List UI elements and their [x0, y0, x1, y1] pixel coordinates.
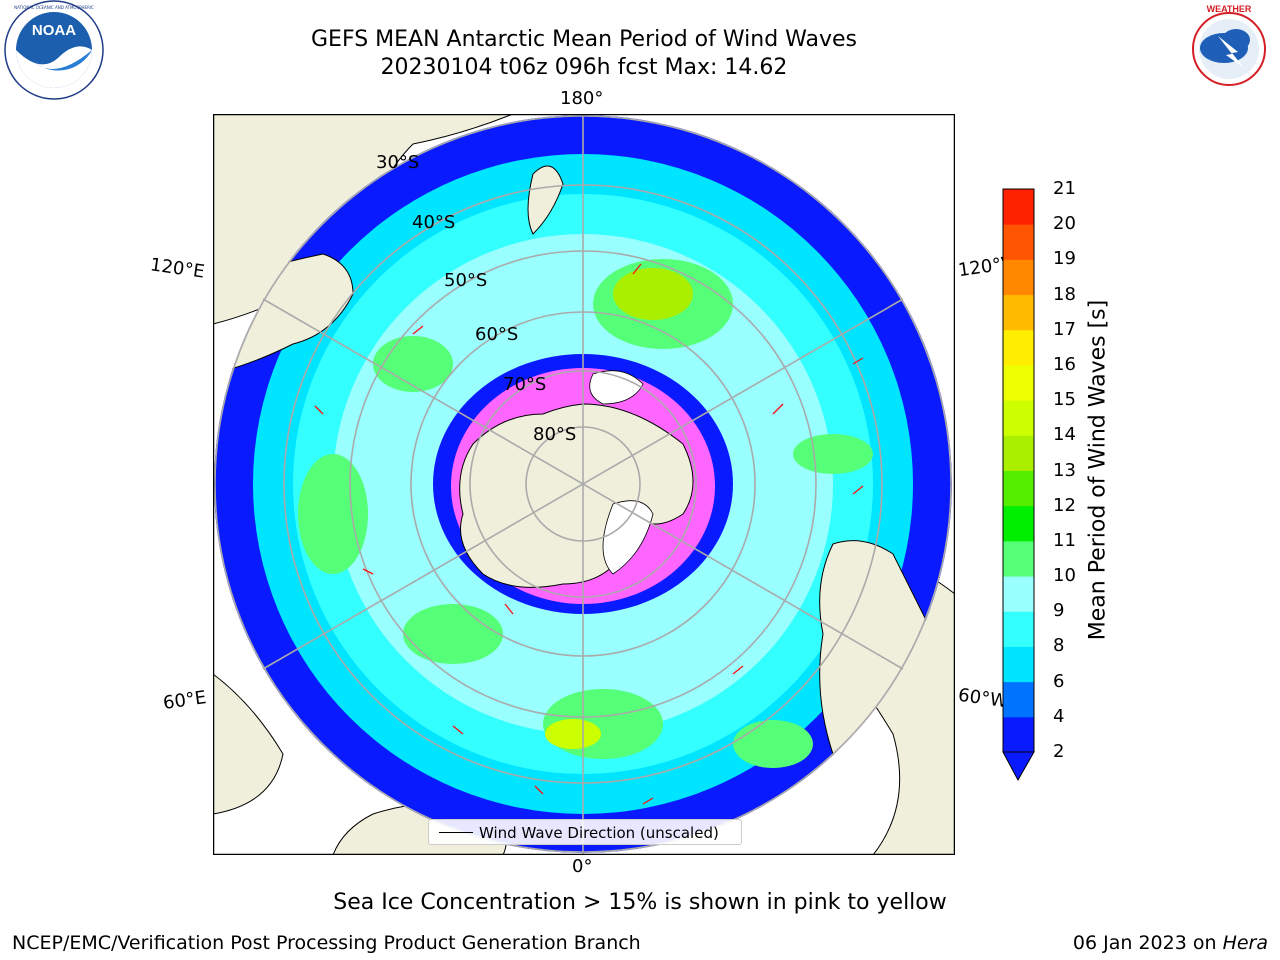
lat-label-50s: 50°S — [444, 270, 488, 291]
noaa-logo: NOAA NATIONAL OCEANIC AND ATMOSPHERIC — [4, 0, 104, 100]
colorbar-bin — [1003, 224, 1034, 260]
colorbar-bin — [1003, 259, 1034, 296]
lon-label-180: 180° — [560, 88, 604, 109]
footer-machine: Hera — [1222, 932, 1268, 954]
map-legend: Wind Wave Direction (unscaled) — [428, 819, 742, 845]
wind-arrows — [314, 263, 864, 805]
polar-map — [213, 114, 955, 855]
lat-label-40s: 40°S — [412, 212, 456, 233]
colorbar-tick-label: 14 — [1053, 424, 1076, 446]
lon-label-0: 0° — [572, 856, 593, 877]
colorbar-tick-label: 4 — [1053, 705, 1065, 727]
lat-label-30s: 30°S — [376, 152, 420, 173]
lat-label-70s: 70°S — [503, 374, 547, 395]
colorbar-tick-label: 9 — [1053, 600, 1065, 622]
svg-text:NATIONAL OCEANIC AND ATMOSPHER: NATIONAL OCEANIC AND ATMOSPHERIC — [14, 5, 94, 10]
colorbar-bin — [1003, 189, 1034, 225]
colorbar-bin — [1003, 470, 1034, 507]
colorbar-bin — [1003, 364, 1034, 401]
svg-text:WEATHER: WEATHER — [1207, 4, 1252, 14]
colorbar-tick-label: 19 — [1053, 248, 1076, 270]
colorbar-tick-label: 10 — [1053, 565, 1076, 587]
colorbar-tick-label: 21 — [1053, 178, 1076, 199]
noaa-logo-text: NOAA — [32, 22, 76, 39]
footer-date: 06 Jan 2023 on Hera — [1073, 932, 1268, 954]
graticule — [214, 114, 952, 855]
lat-label-60s: 60°S — [475, 324, 519, 345]
colorbar-label: Mean Period of Wind Waves [s] — [1085, 299, 1111, 641]
colorbar-tick-label: 2 — [1053, 741, 1065, 762]
colorbar-tick-label: 20 — [1053, 213, 1076, 235]
legend-text: Wind Wave Direction (unscaled) — [479, 824, 719, 842]
chart-subtitle: 20230104 t06z 096h fcst Max: 14.62 — [380, 55, 788, 80]
colorbar-bin — [1003, 294, 1034, 331]
lon-label-120e: 120°E — [148, 254, 206, 283]
colorbar-extend-triangle — [1002, 751, 1035, 782]
colorbar-tick-label: 11 — [1053, 529, 1076, 551]
colorbar-bin — [1003, 435, 1034, 471]
footer-date-text: 06 Jan 2023 on — [1072, 932, 1223, 954]
colorbar-bin — [1003, 540, 1034, 577]
chart-title: GEFS MEAN Antarctic Mean Period of Wind … — [311, 27, 857, 52]
footer-credit: NCEP/EMC/Verification Post Processing Pr… — [12, 932, 641, 954]
colorbar-bin — [1003, 646, 1034, 683]
colorbar-tick-label: 8 — [1053, 635, 1065, 657]
colorbar-tick-label: 17 — [1053, 318, 1076, 340]
colorbar-tick-label: 18 — [1053, 283, 1076, 305]
colorbar-tick-label: 15 — [1053, 389, 1076, 411]
colorbar-bin — [1003, 716, 1034, 753]
colorbar-bin — [1003, 576, 1034, 612]
legend-line — [439, 832, 473, 833]
nws-logo: WEATHER — [1181, 1, 1277, 97]
colorbar-bin — [1003, 400, 1034, 436]
colorbar-bin — [1003, 329, 1034, 366]
colorbar-tick-label: 16 — [1053, 353, 1076, 375]
lat-label-80s: 80°S — [533, 424, 577, 445]
colorbar-bin — [1003, 681, 1034, 718]
colorbar-tick-label: 12 — [1053, 494, 1076, 516]
colorbar-tick-label: 13 — [1053, 459, 1076, 481]
colorbar — [1002, 188, 1035, 782]
sea-ice-note: Sea Ice Concentration > 15% is shown in … — [333, 890, 947, 915]
lon-label-60e: 60°E — [161, 687, 208, 714]
colorbar-bin — [1003, 611, 1034, 647]
colorbar-tick-label: 6 — [1053, 670, 1065, 692]
colorbar-bin — [1003, 505, 1034, 542]
